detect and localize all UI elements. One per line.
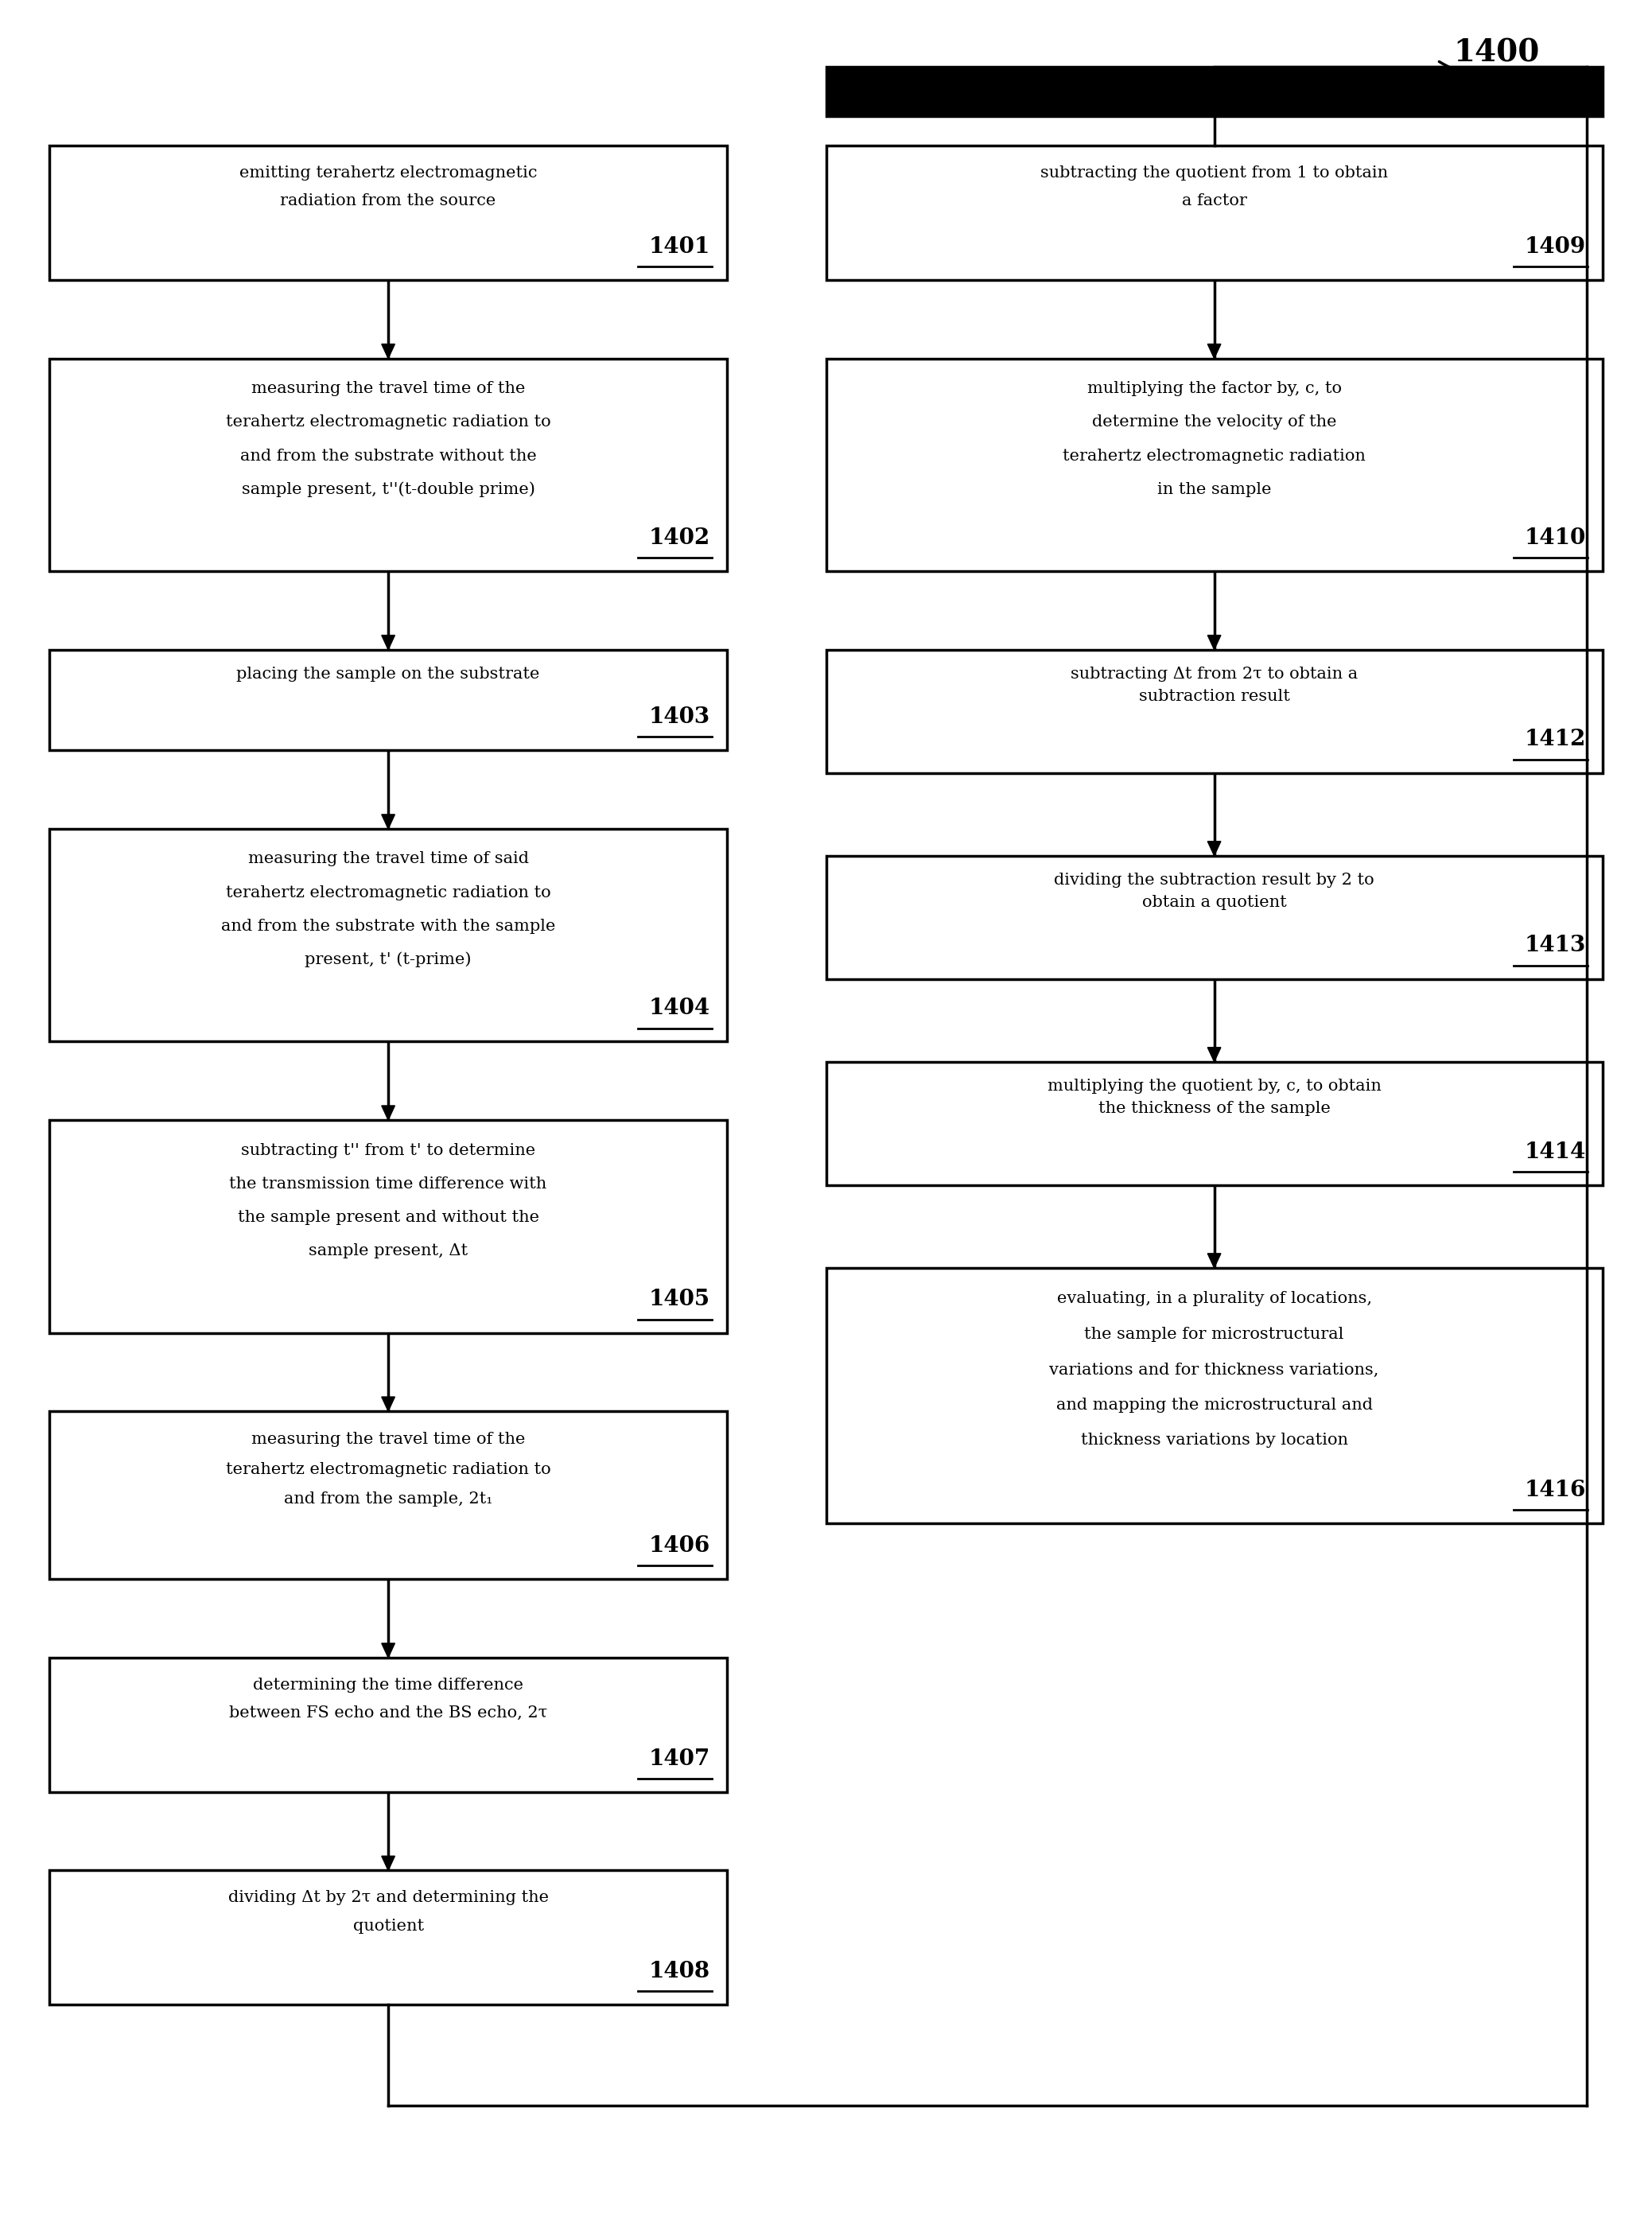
Text: determining the time difference: determining the time difference (253, 1678, 524, 1693)
Text: 1407: 1407 (649, 1747, 710, 1770)
Text: 1400: 1400 (1454, 38, 1540, 67)
Text: dividing the subtraction result by 2 to: dividing the subtraction result by 2 to (1054, 874, 1374, 887)
Bar (50, 1870, 727, 2005)
Text: 1405: 1405 (649, 1288, 710, 1310)
Polygon shape (382, 345, 395, 358)
Text: thickness variations by location: thickness variations by location (1080, 1434, 1348, 1447)
Text: evaluating, in a plurality of locations,: evaluating, in a plurality of locations, (1057, 1292, 1371, 1306)
Polygon shape (382, 815, 395, 829)
Bar (50, 146, 727, 280)
Text: determine the velocity of the: determine the velocity of the (1092, 414, 1336, 430)
Text: 1403: 1403 (649, 706, 710, 728)
Text: multiplying the factor by, c, to: multiplying the factor by, c, to (1087, 381, 1341, 396)
Text: and from the substrate without the: and from the substrate without the (240, 448, 537, 464)
Text: subtracting the quotient from 1 to obtain: subtracting the quotient from 1 to obtai… (1041, 166, 1388, 181)
Text: obtain a quotient: obtain a quotient (1142, 896, 1287, 909)
Text: 1406: 1406 (649, 1534, 710, 1557)
Text: subtraction result: subtraction result (1138, 690, 1290, 703)
Bar (50, 1411, 727, 1579)
Text: and mapping the microstructural and: and mapping the microstructural and (1056, 1398, 1373, 1413)
Text: a factor: a factor (1181, 193, 1247, 208)
Text: terahertz electromagnetic radiation to: terahertz electromagnetic radiation to (226, 885, 550, 900)
Polygon shape (1208, 842, 1221, 856)
Text: sample present, Δt: sample present, Δt (309, 1243, 468, 1259)
Text: sample present, t''(t-double prime): sample present, t''(t-double prime) (241, 482, 535, 497)
Text: between FS echo and the BS echo, 2τ: between FS echo and the BS echo, 2τ (230, 1705, 547, 1720)
Text: 1414: 1414 (1525, 1140, 1586, 1163)
Text: the sample for microstructural: the sample for microstructural (1084, 1326, 1345, 1342)
Bar (50, 650, 727, 750)
Bar (826, 358, 1602, 571)
Text: emitting terahertz electromagnetic: emitting terahertz electromagnetic (240, 166, 537, 181)
Text: measuring the travel time of the: measuring the travel time of the (251, 381, 525, 396)
Text: 1416: 1416 (1525, 1478, 1586, 1501)
Polygon shape (382, 1857, 395, 1870)
Text: variations and for thickness variations,: variations and for thickness variations, (1049, 1362, 1379, 1378)
Text: multiplying the quotient by, c, to obtain: multiplying the quotient by, c, to obtai… (1047, 1080, 1381, 1093)
Text: the thickness of the sample: the thickness of the sample (1099, 1102, 1330, 1116)
Bar (50, 1658, 727, 1792)
Text: terahertz electromagnetic radiation: terahertz electromagnetic radiation (1062, 448, 1366, 464)
Polygon shape (1208, 345, 1221, 358)
Text: the sample present and without the: the sample present and without the (238, 1210, 539, 1225)
Text: 1402: 1402 (649, 526, 710, 549)
Text: and from the sample, 2t₁: and from the sample, 2t₁ (284, 1492, 492, 1508)
Bar (50, 1120, 727, 1333)
Bar (826, 1062, 1602, 1185)
Text: radiation from the source: radiation from the source (281, 193, 496, 208)
Polygon shape (382, 1398, 395, 1411)
Polygon shape (1208, 636, 1221, 650)
Polygon shape (1208, 1254, 1221, 1268)
Text: in the sample: in the sample (1156, 482, 1272, 497)
Bar (50, 358, 727, 571)
Bar (826, 856, 1602, 979)
Bar (826, 67, 1602, 116)
Polygon shape (382, 1107, 395, 1120)
Text: and from the substrate with the sample: and from the substrate with the sample (221, 918, 555, 934)
Text: the transmission time difference with: the transmission time difference with (230, 1176, 547, 1192)
Polygon shape (1208, 1048, 1221, 1062)
Text: subtracting Δt from 2τ to obtain a: subtracting Δt from 2τ to obtain a (1070, 668, 1358, 681)
Bar (826, 650, 1602, 773)
Text: 1410: 1410 (1525, 526, 1586, 549)
Text: terahertz electromagnetic radiation to: terahertz electromagnetic radiation to (226, 414, 550, 430)
Text: 1404: 1404 (649, 997, 710, 1019)
Bar (826, 146, 1602, 280)
Polygon shape (382, 1644, 395, 1658)
Text: dividing Δt by 2τ and determining the: dividing Δt by 2τ and determining the (228, 1891, 548, 1906)
Bar (826, 1268, 1602, 1523)
Text: 1413: 1413 (1525, 934, 1586, 956)
Text: quotient: quotient (354, 1917, 423, 1933)
Bar (50, 829, 727, 1042)
Text: measuring the travel time of said: measuring the travel time of said (248, 851, 529, 867)
Polygon shape (382, 636, 395, 650)
Text: subtracting t'' from t' to determine: subtracting t'' from t' to determine (241, 1142, 535, 1158)
Text: measuring the travel time of the: measuring the travel time of the (251, 1431, 525, 1447)
Text: terahertz electromagnetic radiation to: terahertz electromagnetic radiation to (226, 1463, 550, 1476)
Text: placing the sample on the substrate: placing the sample on the substrate (236, 668, 540, 681)
Text: 1401: 1401 (649, 235, 710, 258)
Text: 1412: 1412 (1525, 728, 1586, 750)
Text: 1409: 1409 (1525, 235, 1586, 258)
Text: present, t' (t-prime): present, t' (t-prime) (306, 952, 471, 968)
Text: 1408: 1408 (649, 1960, 710, 1982)
